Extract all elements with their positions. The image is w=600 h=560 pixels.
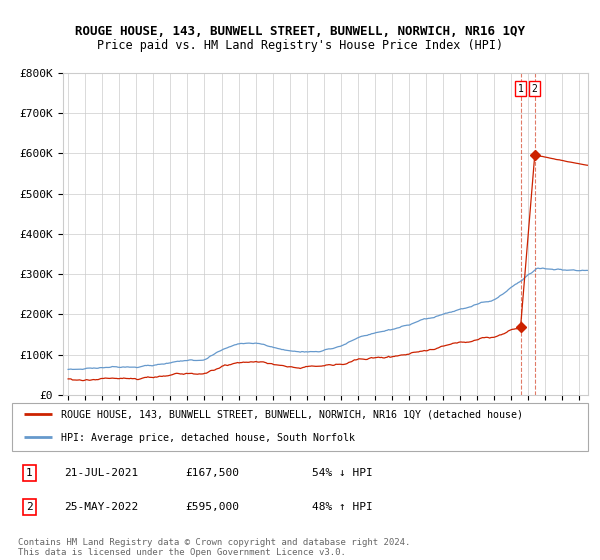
Text: 21-JUL-2021: 21-JUL-2021 (64, 468, 138, 478)
Text: 1: 1 (26, 468, 32, 478)
Text: 25-MAY-2022: 25-MAY-2022 (64, 502, 138, 512)
Text: 1: 1 (518, 84, 523, 94)
Text: HPI: Average price, detached house, South Norfolk: HPI: Average price, detached house, Sout… (61, 433, 355, 444)
Text: ROUGE HOUSE, 143, BUNWELL STREET, BUNWELL, NORWICH, NR16 1QY (detached house): ROUGE HOUSE, 143, BUNWELL STREET, BUNWEL… (61, 409, 523, 419)
Text: £595,000: £595,000 (185, 502, 239, 512)
FancyBboxPatch shape (12, 403, 588, 451)
Text: 48% ↑ HPI: 48% ↑ HPI (311, 502, 372, 512)
Text: Contains HM Land Registry data © Crown copyright and database right 2024.
This d: Contains HM Land Registry data © Crown c… (18, 538, 410, 557)
Text: 2: 2 (26, 502, 32, 512)
Text: Price paid vs. HM Land Registry's House Price Index (HPI): Price paid vs. HM Land Registry's House … (97, 39, 503, 52)
Text: £167,500: £167,500 (185, 468, 239, 478)
Text: 54% ↓ HPI: 54% ↓ HPI (311, 468, 372, 478)
Text: 2: 2 (532, 84, 538, 94)
Text: ROUGE HOUSE, 143, BUNWELL STREET, BUNWELL, NORWICH, NR16 1QY: ROUGE HOUSE, 143, BUNWELL STREET, BUNWEL… (75, 25, 525, 38)
